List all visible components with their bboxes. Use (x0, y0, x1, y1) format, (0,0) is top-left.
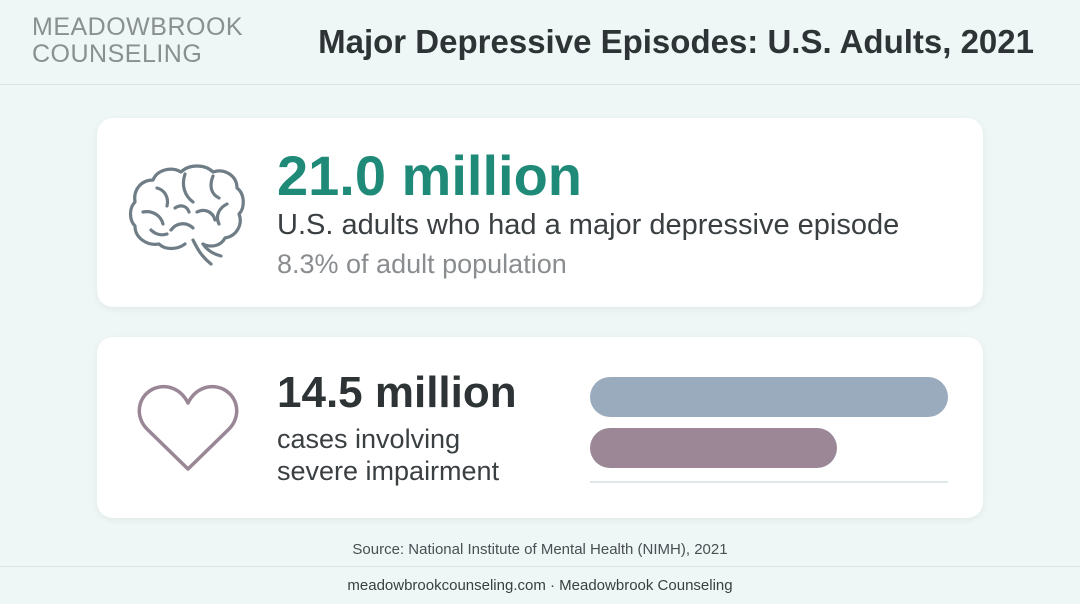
severe-description-line-1: cases involving (277, 424, 461, 454)
bar-baseline (590, 481, 948, 483)
footer-link[interactable]: meadowbrookcounseling.com · Meadowbrook … (347, 577, 733, 594)
footer: meadowbrookcounseling.com · Meadowbrook … (0, 566, 1080, 604)
brand-logo[interactable]: MEADOWBROOK COUNSELING (32, 14, 243, 68)
brand-line-1: MEADOWBROOK (32, 13, 244, 41)
header: MEADOWBROOK COUNSELING Major Depressive … (0, 0, 1080, 85)
brand-line-2: COUNSELING (32, 40, 203, 68)
total-count: 21.0 million (277, 144, 582, 207)
brain-icon (128, 164, 245, 266)
page-title: Major Depressive Episodes: U.S. Adults, … (318, 23, 1034, 60)
source-citation: Source: National Institute of Mental Hea… (352, 541, 728, 558)
severe-description-line-2: severe impairment (277, 456, 500, 486)
stat-card-severe: 14.5 million cases involving severe impa… (97, 337, 983, 518)
total-description: U.S. adults who had a major depressive e… (277, 209, 900, 241)
bar-severe-cases (590, 428, 837, 468)
population-percent: 8.3% of adult population (277, 249, 567, 279)
stat-card-total: 21.0 million U.S. adults who had a major… (97, 118, 983, 307)
severe-description: cases involving severe impairment (277, 423, 499, 487)
severe-count: 14.5 million (277, 368, 517, 417)
heart-icon (137, 384, 239, 471)
bar-total-cases (590, 377, 948, 417)
comparison-bars (590, 377, 948, 487)
